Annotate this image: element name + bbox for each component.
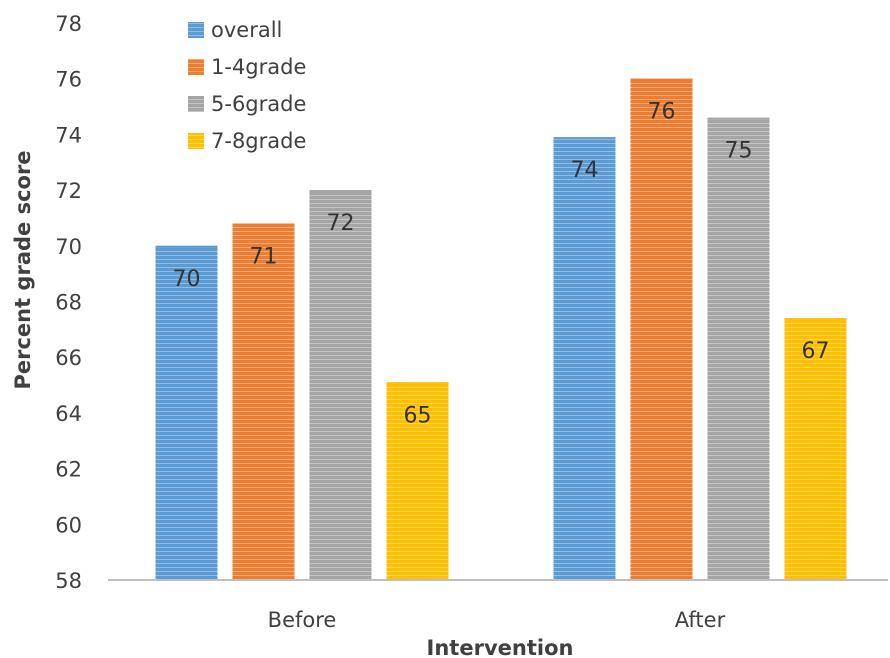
- bar-7-8grade-after: [784, 318, 847, 580]
- legend-swatch: [188, 22, 204, 38]
- bar-5-6grade-after: [707, 117, 770, 580]
- bar-1-4grade-before: [232, 223, 295, 580]
- legend-swatch: [188, 133, 204, 149]
- data-label: 67: [802, 339, 830, 364]
- y-tick-label: 72: [55, 179, 82, 203]
- y-tick-label: 64: [55, 402, 82, 426]
- y-tick-label: 58: [55, 569, 82, 593]
- bar-top-edge: [553, 137, 616, 140]
- bar-overall-before: [155, 245, 218, 581]
- legend-swatch: [188, 96, 204, 112]
- y-tick-label: 60: [55, 513, 82, 537]
- legend-label: 5-6grade: [211, 92, 306, 116]
- category-labels: Before After: [268, 608, 726, 632]
- bar-top-edge: [707, 117, 770, 120]
- data-label: 71: [250, 245, 278, 270]
- y-axis-tick-labels: 58 60 62 64 66 68 70 72 74 76 78: [55, 12, 82, 593]
- y-tick-label: 76: [55, 68, 82, 92]
- data-labels: 70 71 72 65 74 76 75 67: [173, 100, 830, 429]
- y-axis-title: Percent grade score: [11, 150, 35, 389]
- y-tick-label: 68: [55, 291, 82, 315]
- y-tick-label: 70: [55, 235, 82, 259]
- bar-top-edge: [232, 223, 295, 226]
- legend-swatch: [188, 59, 204, 75]
- legend-label: overall: [211, 18, 282, 42]
- y-tick-label: 66: [55, 346, 82, 370]
- bar-7-8grade-before: [386, 382, 449, 580]
- category-label: Before: [268, 608, 337, 632]
- bar-top-edge: [386, 382, 449, 385]
- category-label: After: [675, 608, 726, 632]
- data-label: 76: [648, 100, 676, 125]
- bar-5-6grade-before: [309, 190, 372, 580]
- y-tick-label: 74: [55, 123, 82, 147]
- bar-top-edge: [784, 318, 847, 321]
- y-tick-label: 78: [55, 12, 82, 36]
- legend-label: 1-4grade: [211, 55, 306, 79]
- data-label: 70: [173, 267, 201, 292]
- legend-label: 7-8grade: [211, 129, 306, 153]
- bar-overall-after: [553, 137, 616, 580]
- bars: [155, 78, 847, 581]
- x-axis-title: Intervention: [427, 636, 574, 658]
- y-tick-label: 62: [55, 458, 82, 482]
- data-label: 75: [725, 139, 753, 164]
- bar-top-edge: [309, 190, 372, 193]
- bar-top-edge: [630, 78, 693, 81]
- data-label: 65: [404, 403, 432, 428]
- bar-top-edge: [155, 245, 218, 248]
- bar-1-4grade-after: [630, 78, 693, 580]
- legend: overall 1-4grade 5-6grade 7-8grade: [188, 18, 306, 153]
- data-label: 74: [571, 158, 599, 183]
- data-label: 72: [327, 211, 355, 236]
